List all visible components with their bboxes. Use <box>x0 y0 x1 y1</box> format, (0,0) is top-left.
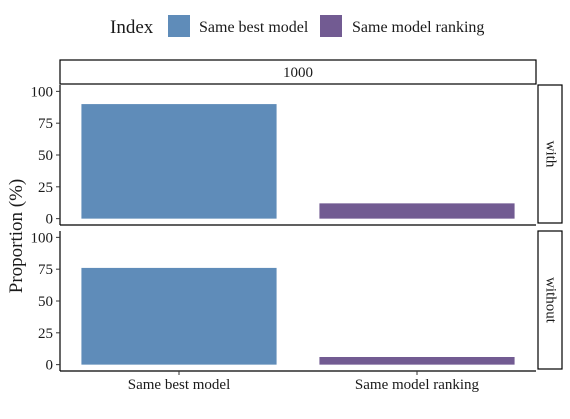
panels-group: 0 25 50 75 100 with 0 25 50 75 100 without Same best… <box>31 84 563 393</box>
legend-swatch-same-model-ranking <box>320 15 342 37</box>
y-tick-label-without-25: 25 <box>38 326 53 342</box>
legend-title: Index <box>110 17 154 38</box>
y-tick-label-with-75: 75 <box>38 116 53 132</box>
y-tick-label-without-50: 50 <box>38 294 53 310</box>
y-axis-title: Proportion (%) <box>6 179 27 294</box>
row-strip-label-with: with <box>543 141 559 168</box>
legend-label-same-best-model: Same best model <box>199 19 309 36</box>
y-tick-label-without-100: 100 <box>31 230 54 246</box>
legend-label-same-model-ranking: Same model ranking <box>352 19 484 36</box>
column-strip-label: 1000 <box>283 65 313 81</box>
y-tick-label-with-0: 0 <box>46 212 54 228</box>
row-strip-box-with <box>537 84 563 224</box>
bar-without-same-model-ranking <box>319 357 515 365</box>
bar-with-same-model-ranking <box>319 203 515 219</box>
bar-without-same-best-model <box>81 267 277 365</box>
y-tick-label-with-25: 25 <box>38 180 53 196</box>
y-tick-label-with-100: 100 <box>31 84 54 100</box>
y-tick-label-with-50: 50 <box>38 148 53 164</box>
bar-with-same-best-model <box>81 104 277 219</box>
column-strip-box <box>59 59 537 85</box>
y-tick-label-without-0: 0 <box>46 358 54 374</box>
legend-swatch-same-best-model <box>168 15 190 37</box>
x-tick-label-same-best-model: Same best model <box>128 377 230 393</box>
row-strip-label-without: without <box>543 277 559 324</box>
x-tick-label-same-model-ranking: Same model ranking <box>355 377 480 393</box>
y-tick-label-without-75: 75 <box>38 262 53 278</box>
row-strip-box-without <box>537 230 563 370</box>
